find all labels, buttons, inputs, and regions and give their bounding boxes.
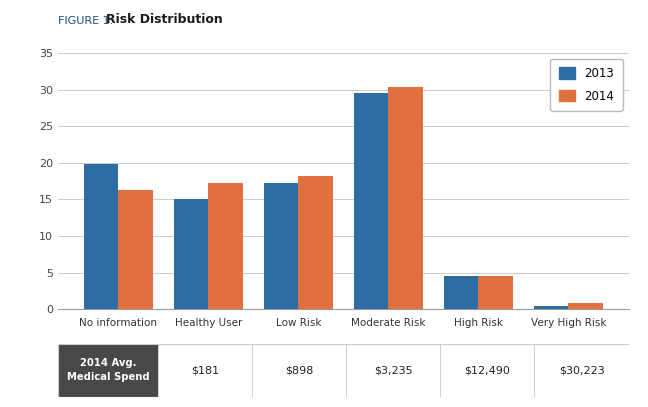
Bar: [209, 183, 242, 309]
Bar: [388, 87, 422, 309]
Text: $30,223: $30,223: [559, 365, 605, 375]
Text: Risk Distribution: Risk Distribution: [106, 13, 222, 26]
Bar: [264, 183, 299, 309]
Bar: [478, 276, 513, 309]
Text: 2014 Avg.
Medical Spend: 2014 Avg. Medical Spend: [67, 359, 150, 382]
Bar: [119, 190, 153, 309]
FancyBboxPatch shape: [346, 344, 441, 397]
Text: $898: $898: [285, 365, 314, 375]
Bar: [534, 306, 568, 309]
Bar: [445, 276, 478, 309]
Text: $12,490: $12,490: [465, 365, 511, 375]
FancyBboxPatch shape: [441, 344, 535, 397]
Text: $3,235: $3,235: [374, 365, 413, 375]
Bar: [354, 93, 388, 309]
FancyBboxPatch shape: [158, 344, 252, 397]
Bar: [568, 303, 603, 309]
Bar: [174, 199, 209, 309]
Bar: [84, 164, 119, 309]
FancyBboxPatch shape: [535, 344, 629, 397]
Text: $181: $181: [191, 365, 219, 375]
Bar: [299, 176, 332, 309]
Legend: 2013, 2014: 2013, 2014: [550, 59, 623, 111]
Text: FIGURE 1.: FIGURE 1.: [58, 16, 117, 26]
FancyBboxPatch shape: [252, 344, 346, 397]
FancyBboxPatch shape: [58, 344, 158, 397]
